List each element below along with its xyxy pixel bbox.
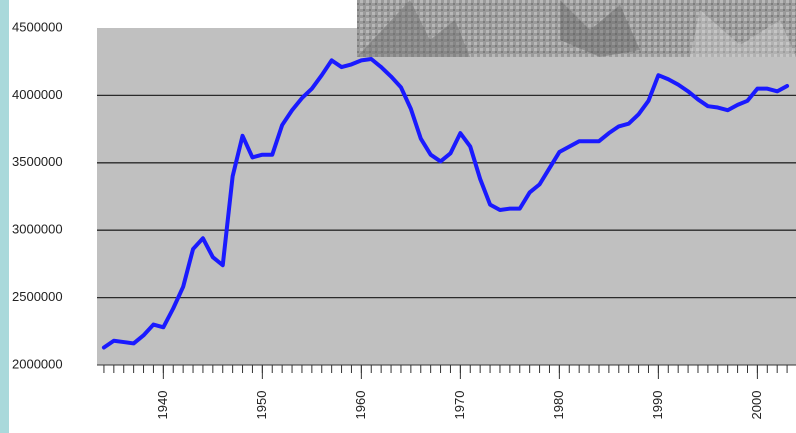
- y-tick-label: 2500000: [12, 289, 63, 304]
- left-border: [0, 0, 9, 433]
- data-line: [101, 57, 790, 350]
- plot-area: [97, 28, 796, 365]
- x-tick-label: 1970: [452, 391, 467, 420]
- x-tick-label: 1940: [155, 391, 170, 420]
- y-tick-label: 3000000: [12, 222, 63, 237]
- x-tick-label: 1960: [353, 391, 368, 420]
- x-tick-label: 1990: [650, 391, 665, 420]
- y-tick-label: 3500000: [12, 154, 63, 169]
- y-tick-label: 4000000: [12, 87, 63, 102]
- x-tick-label: 2000: [749, 391, 764, 420]
- y-tick-label: 4500000: [12, 19, 63, 34]
- x-tick-label: 1980: [551, 391, 566, 420]
- x-tick-label: 1950: [254, 391, 269, 420]
- photo: [357, 0, 796, 57]
- y-tick-label: 2000000: [12, 356, 63, 371]
